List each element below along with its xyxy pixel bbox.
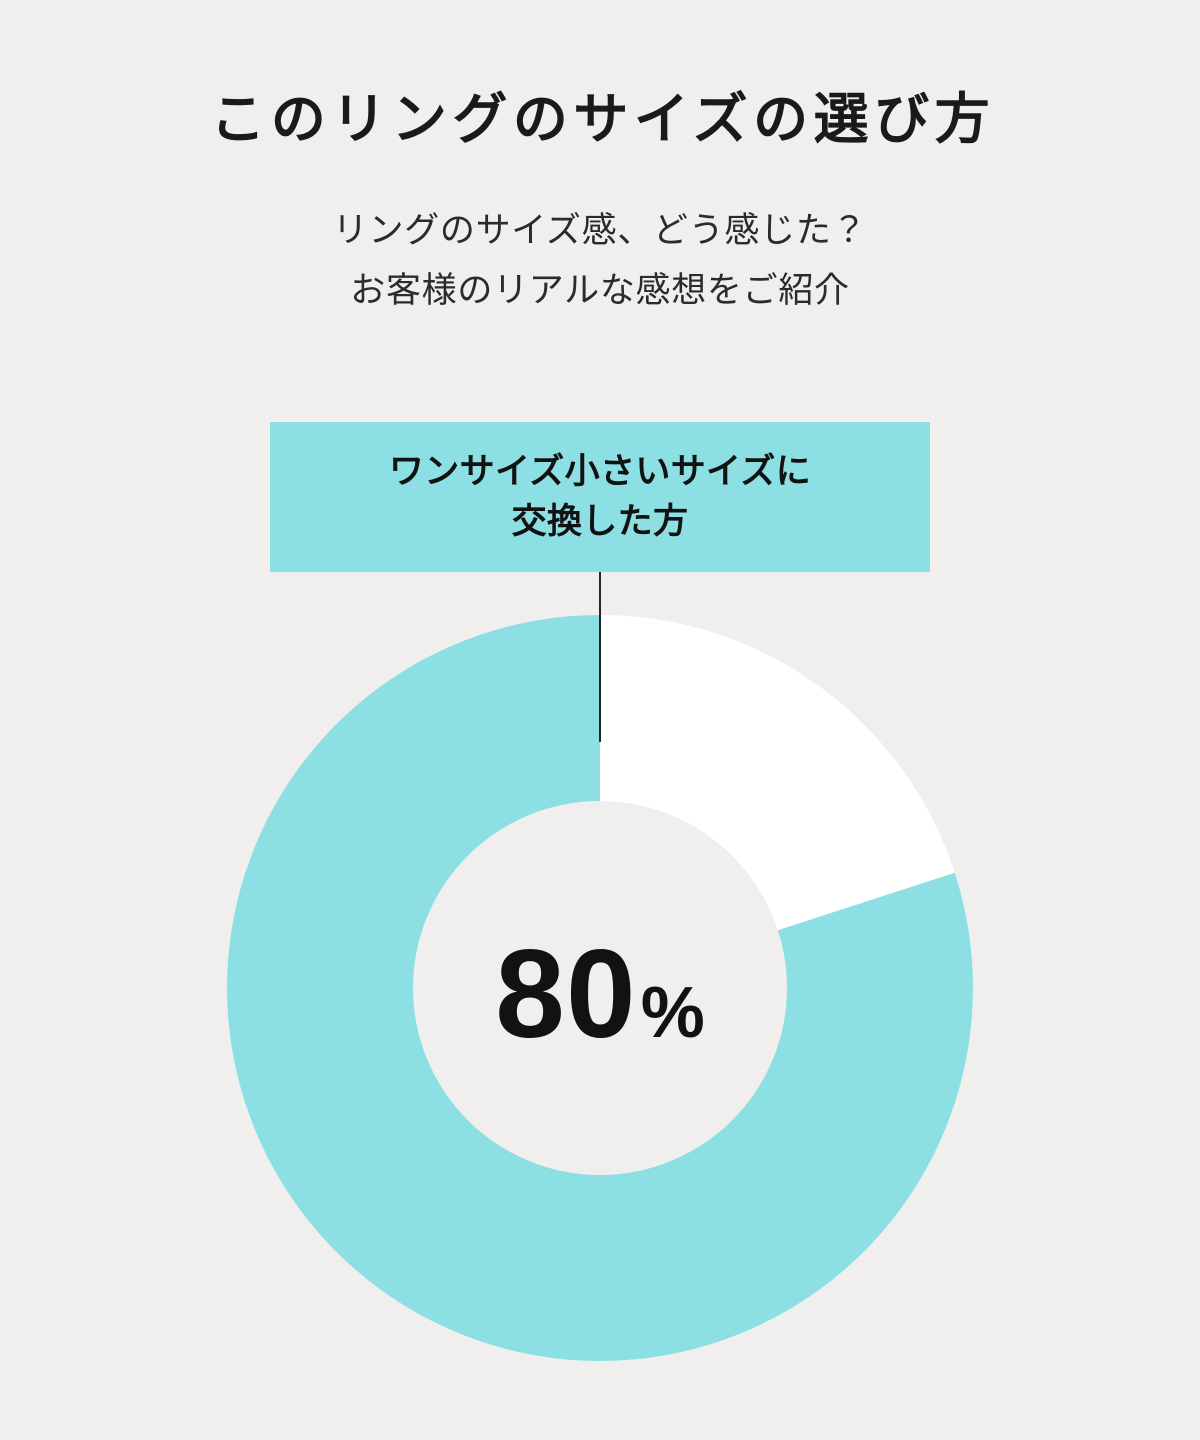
callout-box: ワンサイズ小さいサイズに 交換した方 — [270, 422, 930, 572]
page-title: このリングのサイズの選び方 — [210, 88, 996, 150]
callout-line-1: ワンサイズ小さいサイズに — [388, 452, 812, 492]
callout-line-2: 交換した方 — [511, 502, 689, 541]
donut-hole — [413, 801, 787, 1175]
heading-block: このリングのサイズの選び方 リングのサイズ感、どう感じた？ お客様のリアルな感想… — [0, 0, 1200, 322]
subtitle-line-2: お客様のリアルな感想をご紹介 — [350, 271, 850, 311]
subtitle-line-1: リングのサイズ感、どう感じた？ — [332, 211, 868, 251]
donut-chart-svg — [227, 615, 973, 1361]
chart-callout: ワンサイズ小さいサイズに 交換した方 — [0, 422, 1200, 572]
page-subtitle: リングのサイズ感、どう感じた？ お客様のリアルな感想をご紹介 — [0, 151, 1200, 321]
callout-leader-line — [599, 572, 601, 742]
donut-chart — [227, 615, 973, 1361]
